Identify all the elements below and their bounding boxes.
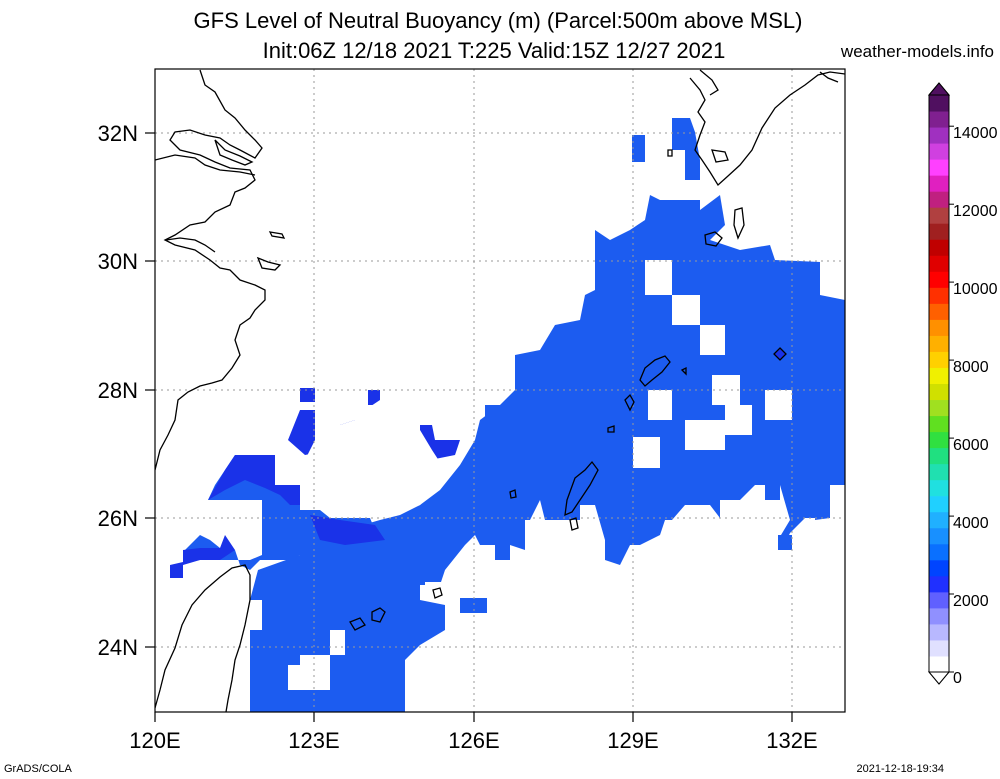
colorbar-segment [929,655,949,673]
cbar-label-0: 0 [953,670,962,687]
lnb-field-patch-4 [485,405,500,420]
lnb-field-dark-5 [368,390,380,405]
lnb-field-dark-1 [208,455,300,505]
field-holes [250,260,792,690]
colorbar-segment [929,399,949,417]
lnb-field-patch-3 [632,135,645,162]
colorbar-segment [929,255,949,272]
colorbar-bottom-arrow [927,671,951,685]
colorbar-segment [929,575,949,593]
lnb-field-dark-6 [300,388,315,402]
colorbar-segment [929,127,949,144]
lnb-field-patch-1 [460,598,487,613]
coastlines [155,69,845,712]
lnb-field-dark-8 [310,515,385,545]
colorbar-segment [929,175,949,192]
colorbar-segment [929,527,949,545]
field-shading [170,118,845,712]
colorbar-segment [929,383,949,401]
lat-label-28n: 28N [98,378,138,403]
cbar-label-8000: 8000 [953,359,989,376]
colorbar-segment [929,591,949,609]
lon-label-123e: 123E [288,728,339,753]
colorbar-segment [929,191,949,208]
colorbar-segment [929,239,949,256]
title-line2: Init:06Z 12/18 2021 T:225 Valid:15Z 12/2… [262,38,726,63]
colorbar-segment [929,543,949,561]
cbar-label-2000: 2000 [953,593,989,610]
colorbar-labels: 0 2000 4000 6000 8000 10000 12000 14000 [953,125,998,687]
colorbar-segment [929,287,949,304]
lnb-field-dark-2 [170,535,235,578]
colorbar-segment [929,367,949,384]
colorbar-segment [929,447,949,465]
cbar-label-12000: 12000 [953,203,998,220]
colorbar-segment [929,95,949,112]
cbar-label-4000: 4000 [953,515,989,532]
gridlines [155,69,845,712]
lon-label-132e: 132E [766,728,817,753]
lat-label-30n: 30N [98,249,138,274]
colorbar-segment [929,111,949,128]
colorbar-segment [929,271,949,288]
cbar-label-14000: 14000 [953,125,998,142]
colorbar-segment [929,319,949,336]
colorbar-segment [929,479,949,497]
axis-ticks [145,132,793,722]
colorbar-segment [929,223,949,240]
colorbar-top-arrow [927,82,951,96]
colorbar-segment [929,511,949,529]
colorbar-segment [929,415,949,433]
colorbar-segment [929,335,949,352]
colorbar-segment [929,607,949,625]
colorbar-segment [929,303,949,320]
colorbar-segment [929,623,949,641]
colorbar-segment [929,431,949,449]
lat-label-26n: 26N [98,506,138,531]
colorbar-segment [929,143,949,160]
lnb-field-patch-6 [778,535,792,550]
colorbar-segment [929,159,949,176]
lnb-field-patch-5 [765,485,780,500]
colorbar-segment [929,495,949,513]
lat-label-24n: 24N [98,635,138,660]
site-label: weather-models.info [840,42,994,61]
lat-label-32n: 32N [98,121,138,146]
colorbar [927,82,954,685]
colorbar-segment [929,351,949,368]
lon-label-126e: 126E [448,728,499,753]
cbar-label-10000: 10000 [953,281,998,298]
footer-right: 2021-12-18-19:34 [856,763,944,775]
title-line1: GFS Level of Neutral Buoyancy (m) (Parce… [193,8,803,33]
colorbar-segment [929,559,949,577]
colorbar-segment [929,207,949,224]
lon-label-129e: 129E [607,728,658,753]
lon-label-120e: 120E [129,728,180,753]
footer-left: GrADS/COLA [4,763,72,775]
colorbar-segment [929,639,949,657]
cbar-label-6000: 6000 [953,437,989,454]
colorbar-segment [929,463,949,481]
